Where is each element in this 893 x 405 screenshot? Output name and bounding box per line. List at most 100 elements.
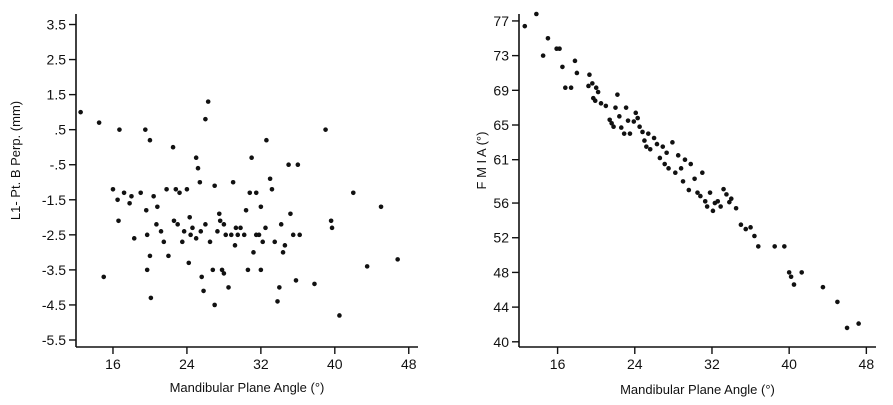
left-data-point — [264, 137, 269, 143]
left-data-point — [297, 232, 302, 238]
left-data-point — [171, 218, 177, 224]
right-y-tick-label: 61 — [493, 152, 509, 168]
right-data-point — [545, 35, 551, 41]
left-data-point — [154, 222, 159, 227]
left-data-point — [251, 250, 256, 255]
left-x-axis-title: Mandibular Plane Angle (°) — [170, 380, 325, 395]
left-data-point — [258, 267, 264, 273]
right-data-point — [621, 131, 627, 136]
right-data-point — [721, 186, 726, 192]
right-data-point — [603, 103, 609, 109]
right-x-tick-label: 24 — [627, 356, 643, 372]
right-y-axis-title: F M I A (°) — [474, 132, 489, 190]
left-data-point — [215, 229, 220, 234]
right-data-point — [557, 46, 562, 51]
right-y-tick-label: 56 — [493, 195, 509, 211]
left-data-point — [115, 197, 120, 203]
left-data-point — [329, 225, 335, 231]
right-data-point — [611, 124, 616, 130]
right-data-point — [786, 270, 792, 275]
left-data-point — [267, 176, 273, 182]
left-data-point — [395, 257, 400, 262]
left-data-point — [221, 271, 227, 276]
left-data-point — [241, 232, 247, 238]
left-data-point — [245, 267, 251, 273]
left-data-point — [263, 225, 268, 231]
right-data-point — [680, 179, 686, 184]
right-data-point — [698, 193, 703, 199]
left-data-point — [253, 190, 259, 196]
left-data-point — [364, 264, 370, 269]
right-data-point — [627, 131, 633, 136]
left-y-tick-label: 2.5 — [47, 52, 67, 68]
right-data-point — [572, 58, 578, 64]
left-data-point — [277, 285, 282, 290]
right-data-point — [587, 72, 592, 78]
right-data-point — [615, 92, 620, 97]
left-data-point — [195, 165, 201, 171]
right-data-point — [662, 161, 667, 167]
left-data-point — [161, 239, 167, 245]
left-x-tick-label: 24 — [179, 356, 195, 372]
left-data-point — [184, 186, 190, 192]
left-data-point — [210, 267, 216, 273]
left-data-point — [295, 162, 301, 168]
right-data-point — [682, 157, 688, 162]
right-data-point — [692, 176, 697, 182]
right-data-point — [856, 321, 861, 326]
right-data-point — [645, 131, 651, 136]
left-data-point — [175, 222, 180, 227]
right-y-tick-label: 69 — [493, 82, 509, 98]
left-data-point — [205, 99, 211, 104]
left-data-point — [275, 299, 280, 304]
right-data-point — [702, 199, 708, 204]
left-data-point — [166, 253, 171, 259]
left-data-point — [293, 278, 299, 283]
right-x-tick-label: 32 — [704, 356, 720, 372]
left-data-point — [147, 137, 153, 143]
right-y-tick-label: 40 — [493, 334, 509, 350]
right-data-point — [710, 208, 716, 214]
left-data-point — [177, 190, 182, 196]
left-y-tick-label: -4.5 — [42, 297, 66, 313]
right-data-point — [791, 282, 797, 287]
right-data-point — [686, 187, 692, 193]
left-data-point — [96, 120, 102, 125]
right-y-tick-label: 44 — [493, 299, 509, 315]
right-data-point — [715, 199, 721, 204]
right-y-tick-label: 65 — [493, 117, 509, 133]
left-data-point — [243, 207, 249, 213]
right-data-point — [625, 118, 631, 123]
left-data-point — [131, 236, 137, 241]
left-data-point — [269, 186, 275, 192]
right-data-point — [670, 140, 675, 145]
left-y-tick-label: -2.5 — [42, 227, 66, 243]
right-data-point — [724, 192, 729, 197]
left-data-point — [228, 232, 234, 238]
right-data-point — [728, 196, 734, 202]
left-y-tick-label: -1.5 — [42, 192, 66, 208]
right-data-point — [704, 204, 710, 209]
right-data-point — [593, 85, 599, 91]
right-data-point — [666, 166, 671, 171]
left-data-point — [190, 225, 195, 231]
left-data-point — [328, 218, 334, 224]
right-data-point — [522, 23, 528, 29]
right-data-point — [660, 144, 666, 149]
right-y-tick-label: 73 — [493, 48, 509, 64]
left-data-point — [217, 218, 223, 224]
right-data-point — [820, 284, 826, 290]
right-data-point — [623, 105, 629, 110]
left-data-point — [164, 186, 169, 192]
right-data-point — [748, 225, 753, 230]
left-data-point — [282, 243, 288, 248]
left-x-tick-label: 40 — [327, 356, 343, 372]
left-data-point — [216, 211, 222, 217]
left-data-point — [212, 183, 217, 189]
left-data-point — [249, 155, 254, 161]
right-data-point — [772, 244, 777, 249]
right-data-point — [586, 83, 591, 89]
left-data-point — [181, 229, 187, 234]
left-data-point — [223, 232, 229, 238]
left-data-point — [203, 116, 208, 122]
